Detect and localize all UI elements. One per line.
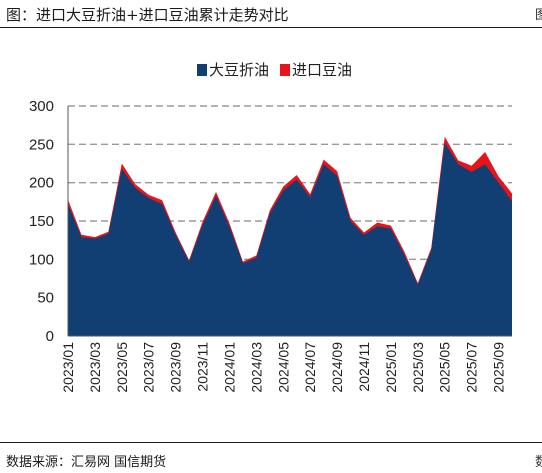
x-tick-label: 2023/09 <box>168 342 184 393</box>
x-tick-label: 2024/11 <box>356 342 372 392</box>
source-note: 数据来源：汇易网 国信期货 <box>6 455 167 470</box>
x-tick-label: 2025/07 <box>464 342 480 393</box>
x-tick-label: 2023/01 <box>60 342 76 393</box>
x-tick-label: 2023/03 <box>87 342 103 393</box>
cropped-edge-char-top: 图 <box>534 8 542 23</box>
x-tick-label: 2025/01 <box>383 342 399 393</box>
y-tick-label: 100 <box>29 251 54 268</box>
x-tick-label: 2025/05 <box>437 342 453 393</box>
y-tick-label: 250 <box>29 136 54 153</box>
cropped-edge-char-bottom: 数 <box>534 455 542 470</box>
x-tick-label: 2024/03 <box>248 342 264 393</box>
x-tick-label: 2025/09 <box>491 342 507 393</box>
y-tick-label: 150 <box>29 213 54 230</box>
x-tick-label: 2024/09 <box>329 342 345 393</box>
legend-label-soy-oil-from-beans: 大豆折油 <box>209 61 269 79</box>
chart-title: 图：进口大豆折油+进口豆油累计走势对比 <box>6 6 289 24</box>
x-tick-label: 2025/03 <box>410 342 426 393</box>
legend-swatch-imported-soy-oil <box>280 64 290 76</box>
y-tick-label: 50 <box>37 290 54 307</box>
x-tick-label: 2024/05 <box>275 342 291 393</box>
x-tick-label: 2024/01 <box>221 342 237 393</box>
y-tick-label: 200 <box>29 175 54 192</box>
chart-area: 0 50 100 150 200 250 300 2023/01 2023/03 2023/05 2… <box>29 61 512 393</box>
legend-label-imported-soy-oil: 进口豆油 <box>292 61 352 79</box>
x-tick-label: 2023/07 <box>141 342 157 393</box>
x-tick-label: 2024/07 <box>302 342 318 393</box>
y-tick-label: 300 <box>29 98 54 115</box>
title-divider <box>0 27 542 28</box>
legend-swatch-soy-oil-from-beans <box>197 64 207 76</box>
series-area-soy-oil-from-beans <box>68 142 512 336</box>
y-tick-label: 0 <box>46 328 54 345</box>
x-tick-label: 2023/11 <box>195 342 211 392</box>
x-tick-label: 2023/05 <box>114 342 130 393</box>
footer-divider <box>0 442 542 443</box>
